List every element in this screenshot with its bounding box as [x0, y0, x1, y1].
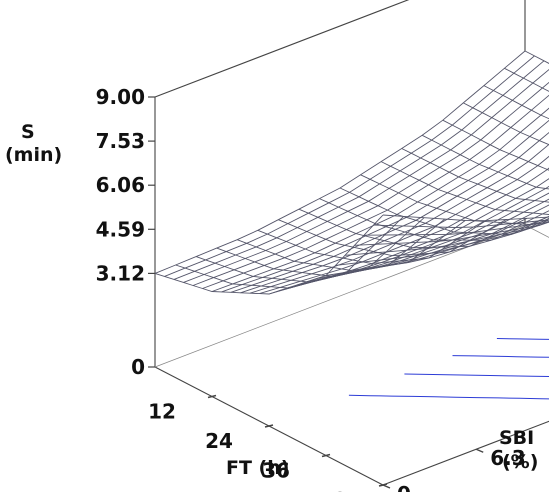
- z-tick-label: 9.00: [96, 85, 145, 109]
- surface-fill: [155, 51, 549, 294]
- x-tick-mark: [264, 424, 274, 428]
- z-tick-label: 6.06: [96, 173, 145, 197]
- mesh-line-sbi: [230, 131, 549, 293]
- contour-line: [496, 338, 549, 340]
- x-axis: 12 24 36 48: [148, 394, 388, 492]
- y-axis: 06.312.518.825: [382, 446, 526, 492]
- contour-projection: [348, 338, 549, 400]
- mesh-line-sbi: [382, 214, 549, 222]
- y-axis-title-line1: SBI: [499, 427, 534, 449]
- contour-line: [404, 373, 549, 378]
- z-axis-title-line1: S: [21, 121, 35, 143]
- z-axis-title-line2: (min): [5, 144, 62, 166]
- mesh-line-sbi: [335, 217, 549, 266]
- x-axis-title: FT (h): [226, 457, 289, 479]
- mesh-line-sbi: [192, 81, 549, 286]
- x-tick-label: 36: [262, 459, 290, 483]
- mesh-line-sbi: [363, 221, 549, 236]
- mesh-line-sbi: [211, 107, 549, 292]
- mesh-line-sbi: [373, 219, 549, 228]
- contour-line: [348, 394, 549, 400]
- y-tick-mark: [475, 448, 484, 453]
- z-tick-label: 4.59: [96, 217, 145, 241]
- box-edge-floor-back: [154, 224, 526, 368]
- mesh-line-sbi: [344, 219, 549, 256]
- mesh-line-sbi: [354, 220, 549, 246]
- z-tick-label: 3.12: [96, 261, 145, 285]
- mesh-line-sbi: [154, 50, 526, 274]
- box-edge-floor-far: [524, 224, 549, 238]
- z-axis: 9.00 7.53 6.06 4.59 3.12 0: [96, 85, 155, 379]
- y-tick-label: 6.3: [490, 446, 525, 470]
- x-tick-label: 12: [148, 400, 176, 424]
- x-tick-label: 24: [205, 429, 233, 453]
- contour-line: [452, 355, 549, 358]
- mesh-line-sbi: [173, 60, 545, 280]
- y-axis-title-line2: (%): [502, 451, 538, 473]
- mesh-line-sbi: [221, 119, 549, 293]
- x-tick-mark: [321, 453, 331, 458]
- x-tick-label: 48: [319, 488, 347, 492]
- box-edge-floor-sbi: [382, 420, 549, 486]
- z-tick-label: 0: [131, 355, 145, 379]
- z-tick-label: 7.53: [96, 129, 145, 153]
- x-tick-mark: [207, 394, 217, 399]
- mesh-line-sbi: [164, 55, 535, 277]
- mesh-line-sbi: [249, 155, 549, 294]
- y-tick-mark: [382, 484, 391, 489]
- mesh-line-sbi: [259, 167, 549, 295]
- mesh-line-sbi: [202, 94, 549, 289]
- surface-mesh: [154, 50, 549, 295]
- mesh-line-sbi: [183, 68, 549, 283]
- mesh-line-sbi: [325, 215, 549, 276]
- y-tick-label: 0: [397, 482, 411, 492]
- box-edge-top-left: [154, 0, 410, 98]
